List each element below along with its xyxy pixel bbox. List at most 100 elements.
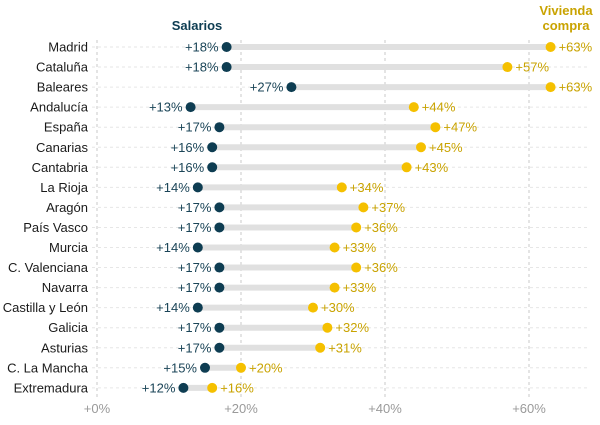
vivienda-dot (430, 122, 441, 133)
vivienda-dot (308, 302, 318, 313)
region-label: Cataluña (36, 60, 89, 75)
region-label: C. Valenciana (8, 260, 89, 275)
vivienda-dot (336, 182, 347, 193)
vivienda-value-label: +63% (559, 80, 593, 95)
x-tick-label: +60% (512, 401, 546, 416)
salarios-dot (286, 82, 297, 93)
salarios-value-label: +18% (185, 40, 219, 55)
vivienda-dot (315, 342, 326, 353)
vivienda-value-label: +36% (364, 220, 398, 235)
region-label: España (44, 120, 89, 135)
vivienda-value-label: +20% (249, 360, 283, 375)
salarios-value-label: +13% (149, 100, 183, 115)
vivienda-dot (408, 102, 419, 113)
vivienda-value-label: +43% (415, 160, 449, 175)
vivienda-value-label: +36% (364, 260, 398, 275)
legend-vivienda-line2: compra (543, 18, 591, 33)
region-label: Galicia (48, 320, 89, 335)
vivienda-value-label: +16% (220, 380, 254, 395)
vivienda-dot (545, 82, 556, 93)
bar-layer (183, 44, 551, 391)
legend-salarios: Salarios (172, 18, 223, 33)
vivienda-value-label: +45% (429, 140, 463, 155)
salarios-dot (221, 42, 232, 52)
vivienda-value-label: +30% (321, 300, 355, 315)
vivienda-value-label: +33% (343, 240, 377, 255)
salarios-dot (214, 342, 225, 353)
salarios-dot (214, 282, 225, 293)
legend: Salarios Vivienda compra (172, 3, 594, 33)
region-label: Castilla y León (3, 300, 88, 315)
x-tick-label: +20% (224, 401, 258, 416)
salarios-value-label: +18% (185, 60, 219, 75)
salarios-dot (214, 322, 225, 333)
vivienda-value-label: +47% (443, 120, 477, 135)
salarios-value-label: +17% (178, 280, 212, 295)
vivienda-dot (322, 322, 333, 333)
salarios-value-label: +15% (163, 360, 197, 375)
vivienda-value-label: +63% (559, 40, 593, 55)
salarios-dot (221, 62, 232, 73)
region-label: Murcia (49, 240, 89, 255)
vivienda-dot (358, 202, 369, 213)
region-label: Canarias (36, 140, 89, 155)
label-layer: Madrid +18% +63% Cataluña +18% +57% Baleares +2… (3, 40, 593, 396)
salarios-value-label: +12% (142, 380, 176, 395)
vivienda-dot (351, 262, 362, 273)
vivienda-value-label: +32% (335, 320, 369, 335)
salarios-value-label: +14% (156, 240, 190, 255)
region-label: Asturias (41, 340, 88, 355)
x-tick-label: +0% (84, 401, 111, 416)
vivienda-dot (416, 142, 426, 153)
salarios-dot (214, 122, 225, 133)
vivienda-value-label: +57% (515, 60, 549, 75)
salarios-value-label: +17% (178, 200, 212, 215)
region-label: La Rioja (40, 180, 88, 195)
salarios-value-label: +14% (156, 180, 190, 195)
salarios-dot (192, 302, 203, 313)
salarios-dot (214, 262, 225, 273)
salarios-value-label: +17% (178, 340, 212, 355)
vivienda-dot (329, 282, 340, 293)
vivienda-dot (502, 62, 513, 73)
salarios-value-label: +16% (171, 140, 205, 155)
region-label: Baleares (37, 80, 89, 95)
region-label: Aragón (46, 200, 88, 215)
region-label: Cantabria (32, 160, 89, 175)
vivienda-dot (329, 242, 340, 253)
salarios-value-label: +27% (250, 80, 284, 95)
salarios-dot (214, 202, 225, 213)
salarios-dot (207, 142, 218, 153)
salarios-dot (214, 222, 225, 233)
region-label: Navarra (42, 280, 89, 295)
vivienda-value-label: +37% (371, 200, 405, 215)
salarios-value-label: +17% (178, 220, 212, 235)
x-axis-ticks: +0% +20% +40% +60% (84, 401, 546, 416)
vivienda-dot (351, 222, 362, 233)
vivienda-value-label: +33% (343, 280, 377, 295)
region-label: País Vasco (23, 220, 88, 235)
dot-layer (178, 42, 556, 393)
vivienda-value-label: +34% (350, 180, 384, 195)
salarios-value-label: +17% (178, 320, 212, 335)
vivienda-dot (236, 362, 246, 373)
salarios-dot (192, 182, 203, 193)
vivienda-dot (545, 42, 556, 52)
salarios-dot (192, 242, 203, 253)
vivienda-dot (401, 162, 412, 173)
region-label: Extremadura (14, 380, 89, 395)
vivienda-value-label: +44% (422, 100, 456, 115)
salarios-value-label: +17% (178, 120, 212, 135)
salarios-value-label: +17% (178, 260, 212, 275)
vivienda-dot (207, 382, 218, 393)
region-label: C. La Mancha (7, 360, 89, 375)
vivienda-value-label: +31% (328, 340, 362, 355)
legend-vivienda-line1: Vivienda (539, 3, 593, 18)
salarios-dot (178, 382, 189, 393)
salarios-dot (200, 362, 210, 373)
salarios-dot (207, 162, 218, 173)
x-tick-label: +40% (368, 401, 402, 416)
salarios-value-label: +14% (156, 300, 190, 315)
salarios-dot (185, 102, 196, 113)
